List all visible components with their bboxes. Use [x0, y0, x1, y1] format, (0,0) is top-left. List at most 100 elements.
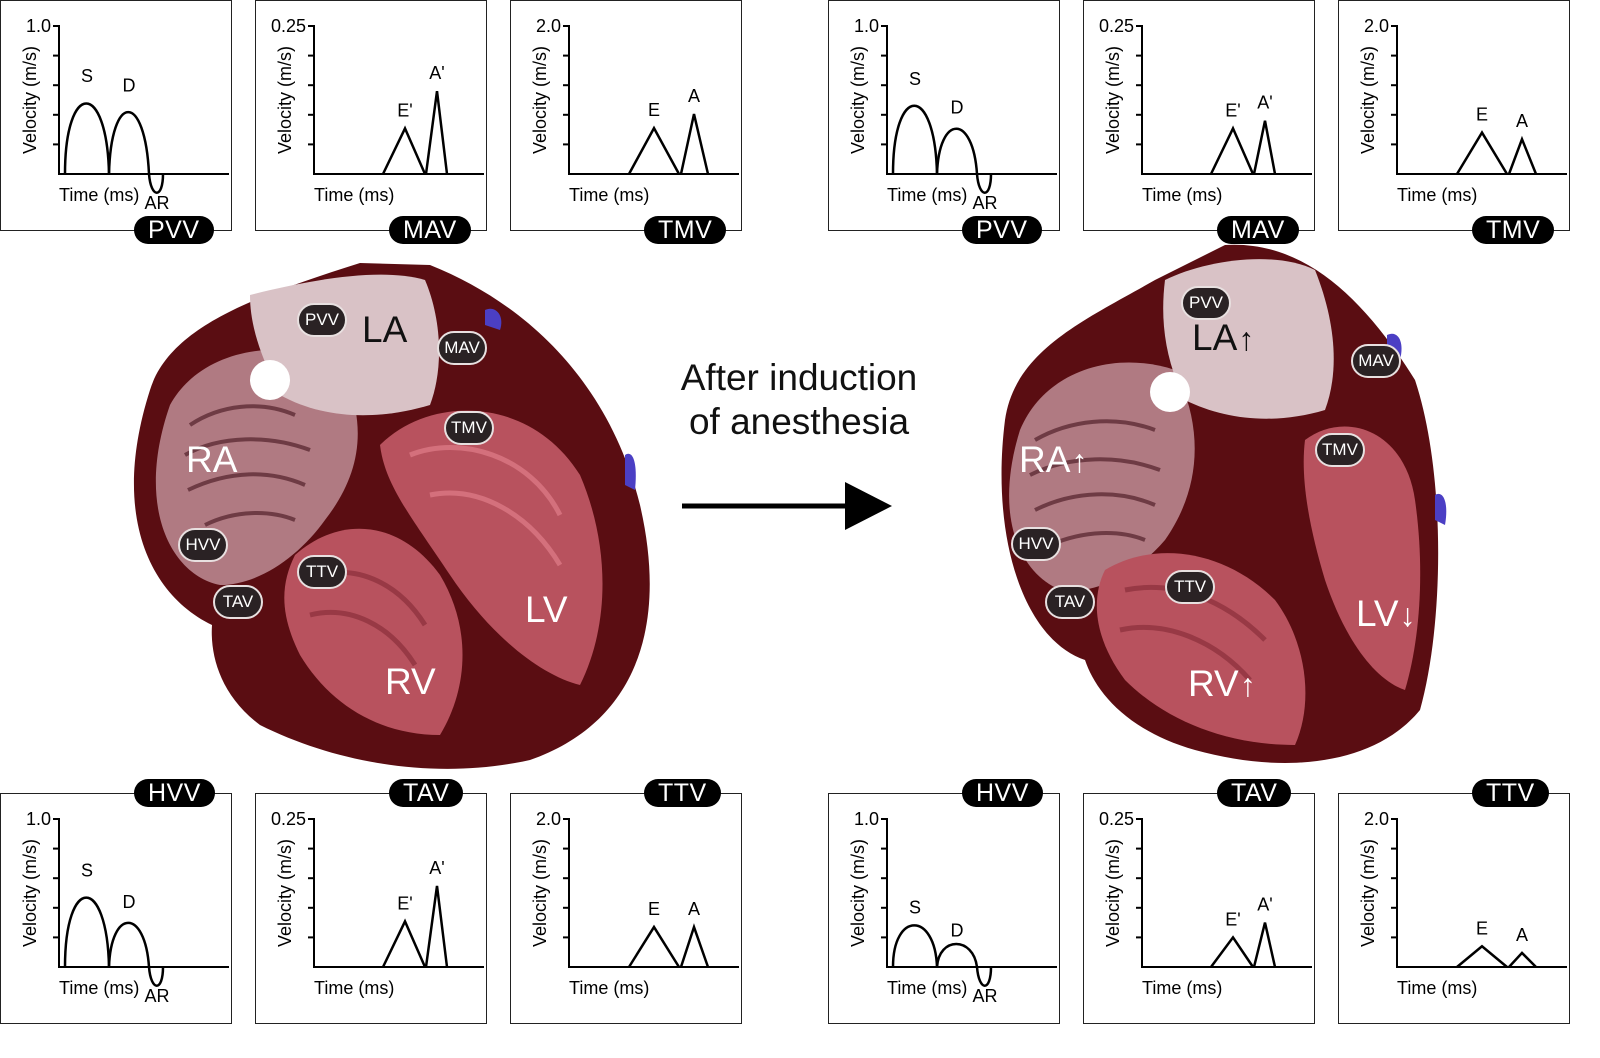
doppler-panel-tmv: 2.0 Velocity (m/s) Time (ms) E A [1338, 0, 1570, 231]
valve-badge-mav-after: MAV [1351, 344, 1401, 378]
ar-wave-label: AR [144, 193, 169, 213]
doppler-panel-tav: 0.25 Velocity (m/s) Time (ms) E' A' [1083, 793, 1315, 1024]
chamber-label-rv-after: RV↑ [1188, 664, 1256, 705]
s-wave-label: S [909, 69, 921, 89]
s-wave [891, 924, 939, 968]
e-wave [381, 918, 427, 968]
doppler-chart: 1.0 Velocity (m/s) Time (ms) S D AR [20, 16, 229, 213]
y-tick-label: 0.25 [1099, 809, 1134, 829]
y-tick-label: 0.25 [1099, 16, 1134, 36]
doppler-chart: 2.0 Velocity (m/s) Time (ms) E A [530, 16, 739, 205]
chamber-name: RA [186, 439, 238, 480]
x-axis-label: Time (ms) [59, 978, 139, 998]
doppler-chart: 2.0 Velocity (m/s) Time (ms) E A [530, 809, 739, 998]
doppler-panel-pvv: 1.0 Velocity (m/s) Time (ms) S D AR [828, 0, 1060, 231]
e-wave [627, 924, 681, 968]
e-wave [1209, 935, 1255, 968]
x-axis-label: Time (ms) [314, 978, 394, 998]
y-tick-label: 1.0 [854, 16, 879, 36]
y-tick-label: 2.0 [1364, 809, 1389, 829]
d-wave [935, 127, 979, 175]
chamber-label-lv-baseline: LV [525, 590, 568, 630]
panel-tag-hvv: HVV [134, 779, 215, 807]
panel-tag-ttv: TTV [644, 779, 721, 807]
doppler-panel-pvv: 1.0 Velocity (m/s) Time (ms) S D AR [0, 0, 232, 231]
a-wave [679, 113, 710, 175]
a-wave-label: A' [1257, 895, 1272, 915]
panel-tag-tav: TAV [1217, 779, 1292, 807]
d-wave-label: D [951, 920, 964, 940]
panel-tag-tmv: TMV [1472, 216, 1555, 244]
caption-line-2: of anesthesia [688, 401, 910, 442]
x-axis-label: Time (ms) [1397, 185, 1477, 205]
d-wave [935, 942, 979, 968]
d-wave [107, 111, 151, 175]
chamber-label-ra-baseline: RA [186, 440, 237, 480]
valve-badge-tav-after: TAV [1045, 585, 1095, 619]
e-wave [1456, 944, 1508, 968]
panel-tag-mav: MAV [1217, 216, 1299, 244]
a-wave-label: A' [1257, 93, 1272, 113]
left-ventricle [1303, 426, 1421, 690]
y-axis-label: Velocity (m/s) [275, 839, 295, 947]
e-wave-label: E [648, 100, 660, 120]
x-axis-label: Time (ms) [59, 185, 139, 205]
valve-badge-tmv-after: TMV [1315, 433, 1365, 467]
y-tick-label: 0.25 [271, 809, 306, 829]
transition-arrow-icon [682, 482, 892, 530]
a-wave [1252, 120, 1277, 175]
chamber-label-ra-after: RA↑ [1019, 440, 1087, 481]
e-wave [627, 125, 681, 175]
heart-after [1001, 244, 1447, 763]
y-axis-label: Velocity (m/s) [275, 46, 295, 154]
valve-badge-tmv-baseline: TMV [444, 411, 494, 445]
x-axis-label: Time (ms) [887, 185, 967, 205]
arrow-down-icon: ↓ [1399, 597, 1416, 633]
x-axis-label: Time (ms) [569, 185, 649, 205]
doppler-panel-mav: 0.25 Velocity (m/s) Time (ms) E' A' [1083, 0, 1315, 231]
y-axis-label: Velocity (m/s) [1103, 839, 1123, 947]
chamber-name: LV [1356, 593, 1399, 634]
a-wave [424, 885, 449, 968]
a-wave-label: A [688, 899, 700, 919]
chamber-name: LV [525, 589, 568, 630]
arrow-up-icon: ↑ [1071, 443, 1088, 479]
y-axis-label: Velocity (m/s) [20, 839, 40, 947]
doppler-panel-ttv: 2.0 Velocity (m/s) Time (ms) E A [510, 793, 742, 1024]
arrow-up-icon: ↑ [1238, 321, 1255, 357]
d-wave-label: D [123, 75, 136, 95]
panel-tag-tmv: TMV [644, 216, 727, 244]
doppler-chart: 1.0 Velocity (m/s) Time (ms) S D AR [848, 809, 1057, 1006]
ar-wave [975, 966, 993, 987]
y-axis-label: Velocity (m/s) [848, 46, 868, 154]
e-wave-label: E' [397, 100, 412, 120]
a-wave-label: A [1516, 925, 1528, 945]
ar-wave [975, 173, 993, 194]
y-axis-label: Velocity (m/s) [1358, 839, 1378, 947]
e-wave [1209, 125, 1255, 175]
e-wave-label: E' [397, 893, 412, 913]
x-axis-label: Time (ms) [1142, 185, 1222, 205]
doppler-panel-mav: 0.25 Velocity (m/s) Time (ms) E' A' [255, 0, 487, 231]
y-tick-label: 1.0 [26, 809, 51, 829]
y-tick-label: 1.0 [854, 809, 879, 829]
panel-tag-pvv: PVV [134, 216, 214, 244]
a-wave [1508, 951, 1537, 968]
doppler-chart: 2.0 Velocity (m/s) Time (ms) E A [1358, 809, 1567, 998]
e-wave-label: E [1476, 105, 1488, 125]
y-tick-label: 2.0 [536, 809, 561, 829]
y-tick-label: 2.0 [1364, 16, 1389, 36]
caption-line-1: After induction [680, 357, 918, 398]
doppler-panel-tav: 0.25 Velocity (m/s) Time (ms) E' A' [255, 793, 487, 1024]
e-wave-label: E' [1225, 909, 1240, 929]
chamber-name: RV [1188, 663, 1239, 704]
doppler-chart: 2.0 Velocity (m/s) Time (ms) E A [1358, 16, 1567, 205]
panel-tag-hvv: HVV [962, 779, 1043, 807]
panel-tag-ttv: TTV [1472, 779, 1549, 807]
x-axis-label: Time (ms) [1142, 978, 1222, 998]
a-wave-label: A' [429, 858, 444, 878]
valve-badge-ttv-after: TTV [1165, 570, 1215, 604]
valve-badge-ttv-baseline: TTV [297, 555, 347, 589]
left-atrium [250, 274, 440, 416]
e-wave-label: E [1476, 918, 1488, 938]
